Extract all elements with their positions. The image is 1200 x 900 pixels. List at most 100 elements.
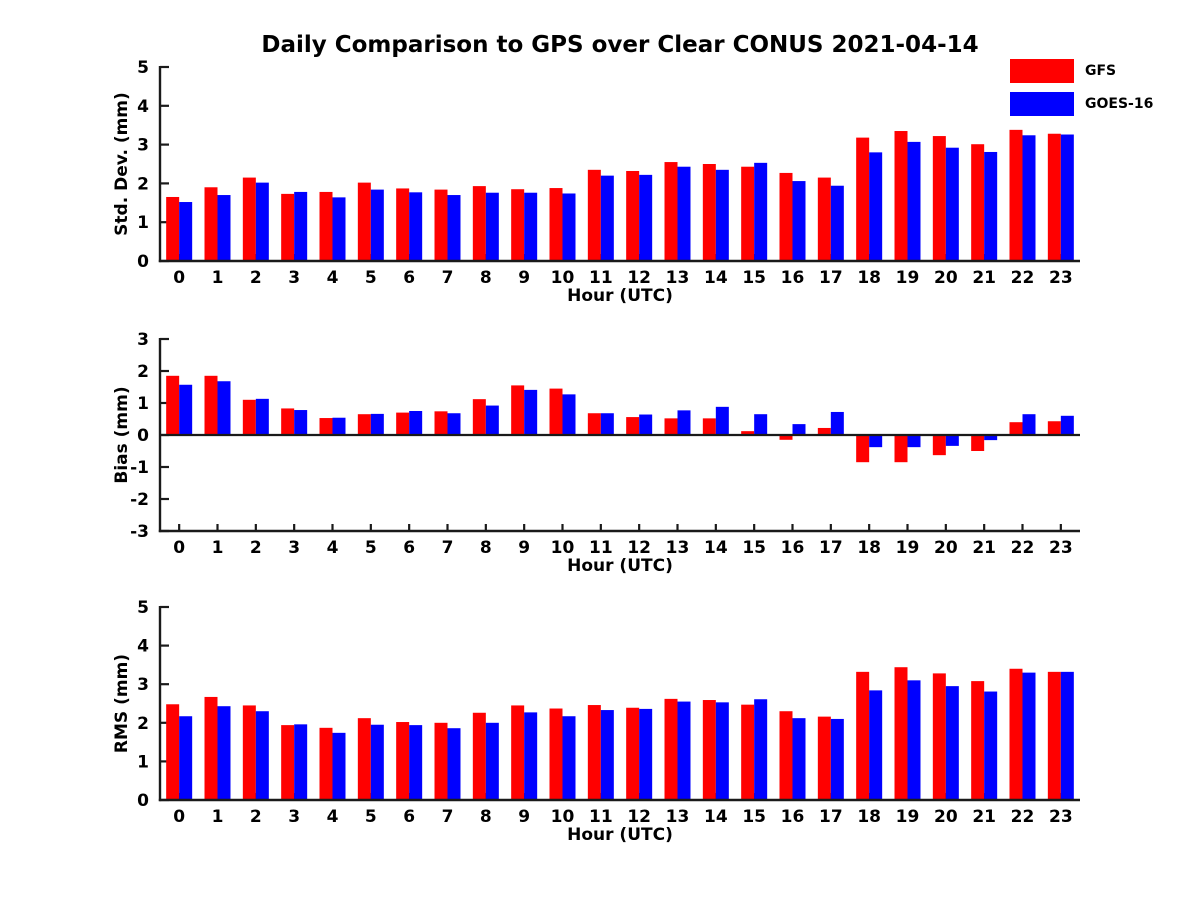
y-tick-label: 0 [137,791,149,811]
bar-goes16-hour-7 [447,728,461,800]
bar-gfs-hour-7 [434,722,448,800]
bar-gfs-hour-16 [779,711,793,800]
bar-goes16-hour-17 [830,718,844,800]
bar-goes16-hour-17 [830,185,844,261]
bar-goes16-hour-1 [217,706,231,800]
x-tick-label: 16 [781,268,805,288]
bar-goes16-hour-3 [294,191,308,261]
bar-gfs-hour-1 [204,375,218,435]
x-tick-label: 22 [1011,807,1035,827]
chart-title: Daily Comparison to GPS over Clear CONUS… [261,32,979,58]
bar-gfs-hour-11 [587,705,601,800]
bar-gfs-hour-3 [281,408,295,435]
y-tick-label: 0 [137,426,149,446]
x-tick-label: 6 [403,807,415,827]
legend-label-goes16: GOES-16 [1085,96,1154,112]
x-tick-label: 1 [212,538,224,558]
bar-gfs-hour-20 [932,435,946,456]
x-tick-label: 20 [934,268,958,288]
gfs-color-swatch [1010,59,1074,83]
x-tick-label: 17 [819,538,843,558]
bar-goes16-hour-6 [409,725,423,800]
y-tick-label: 5 [137,58,149,78]
bar-gfs-hour-19 [894,667,908,800]
bar-gfs-hour-7 [434,411,448,435]
x-axis-title: Hour (UTC) [567,825,673,845]
bar-goes16-hour-21 [984,151,998,261]
x-tick-label: 9 [518,538,530,558]
bar-goes16-hour-17 [830,411,844,435]
x-tick-label: 16 [781,538,805,558]
bar-gfs-hour-8 [472,712,486,800]
bar-goes16-hour-8 [485,722,499,800]
bar-goes16-hour-14 [715,406,729,435]
bar-goes16-hour-9 [524,389,538,435]
x-tick-label: 9 [518,807,530,827]
bar-goes16-hour-20 [945,147,959,261]
bar-goes16-hour-13 [677,701,691,800]
bar-gfs-hour-12 [626,170,640,261]
bar-gfs-hour-6 [396,722,410,800]
y-tick-label: -2 [130,490,149,510]
bar-gfs-hour-14 [702,164,716,261]
bar-goes16-hour-15 [754,162,768,261]
bar-gfs-hour-15 [741,431,755,435]
x-axis-title: Hour (UTC) [567,286,673,306]
bar-goes16-hour-14 [715,702,729,800]
bar-goes16-hour-6 [409,411,423,435]
y-tick-label: 4 [137,97,149,117]
y-axis-title: Std. Dev. (mm) [112,92,132,236]
bar-gfs-hour-21 [971,681,985,800]
bar-gfs-hour-10 [549,708,563,800]
bar-gfs-hour-9 [511,385,525,435]
bar-goes16-hour-15 [754,414,768,435]
bar-gfs-hour-7 [434,189,448,261]
x-tick-label: 0 [173,807,185,827]
x-tick-label: 4 [327,538,339,558]
x-tick-label: 18 [857,268,881,288]
x-tick-label: 11 [589,807,613,827]
bar-gfs-hour-17 [817,427,831,435]
x-tick-label: 7 [442,268,454,288]
y-tick-label: 1 [137,394,149,414]
bar-gfs-hour-22 [1009,668,1023,800]
x-tick-label: 15 [742,807,766,827]
x-tick-label: 22 [1011,268,1035,288]
bar-gfs-hour-11 [587,413,601,435]
bar-gfs-hour-19 [894,435,908,463]
x-tick-label: 3 [288,807,300,827]
x-tick-label: 8 [480,538,492,558]
bar-gfs-hour-3 [281,725,295,800]
x-tick-label: 1 [212,268,224,288]
x-tick-label: 0 [173,268,185,288]
bar-gfs-hour-6 [396,412,410,435]
y-tick-label: 1 [137,213,149,233]
x-tick-label: 13 [666,807,690,827]
bar-gfs-hour-18 [856,435,870,463]
bar-goes16-hour-10 [562,394,576,435]
bar-goes16-hour-14 [715,169,729,261]
bar-goes16-hour-3 [294,724,308,800]
bar-goes16-hour-7 [447,195,461,261]
x-tick-label: 12 [627,268,651,288]
x-tick-label: 11 [589,268,613,288]
bar-goes16-hour-9 [524,712,538,800]
bar-goes16-hour-21 [984,435,998,441]
bar-gfs-hour-20 [932,136,946,261]
y-tick-label: 2 [137,362,149,382]
legend-item-gfs: GFS [1010,59,1153,83]
x-tick-label: 2 [250,268,262,288]
bar-goes16-hour-7 [447,413,461,435]
x-tick-label: 21 [972,268,996,288]
legend: GFS GOES-16 [1010,59,1153,116]
x-tick-label: 6 [403,538,415,558]
bar-gfs-hour-5 [357,182,371,261]
bar-goes16-hour-10 [562,716,576,800]
x-tick-label: 15 [742,268,766,288]
bar-gfs-hour-20 [932,673,946,800]
bar-gfs-hour-1 [204,187,218,261]
x-tick-label: 4 [327,807,339,827]
bar-goes16-hour-8 [485,405,499,435]
bar-goes16-hour-13 [677,410,691,435]
